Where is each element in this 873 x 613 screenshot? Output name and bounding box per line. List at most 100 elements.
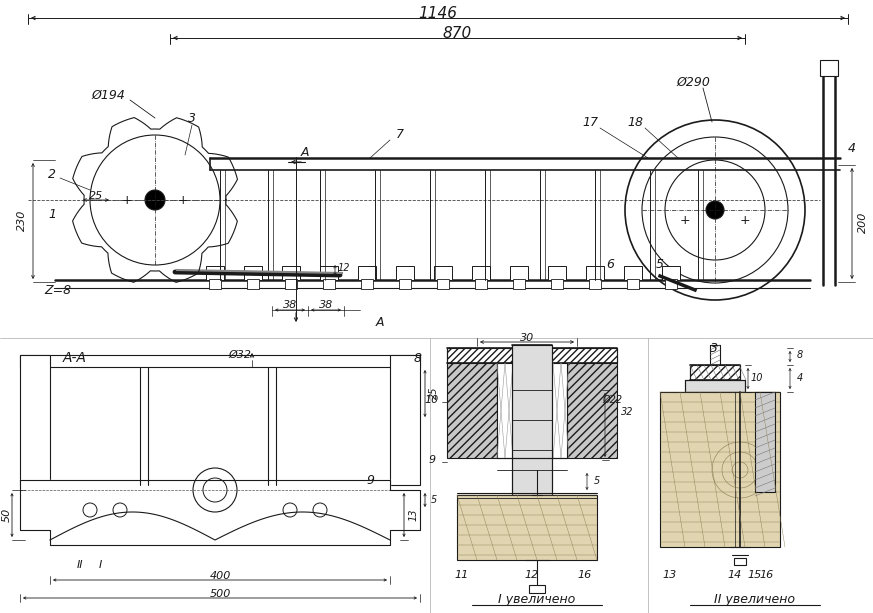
Text: 5: 5 [431, 495, 437, 505]
Text: II: II [77, 560, 83, 570]
Bar [206, 266, 224, 280]
Bar [20, 355, 420, 367]
Bar [624, 266, 642, 280]
Text: 10: 10 [751, 373, 763, 383]
Text: 9: 9 [429, 455, 436, 465]
Text: 4: 4 [797, 373, 803, 383]
Text: 1: 1 [48, 208, 56, 221]
Bar [551, 279, 563, 289]
Text: Ø194: Ø194 [91, 88, 125, 102]
Bar [567, 363, 617, 458]
Text: 18: 18 [627, 115, 643, 129]
Bar [685, 380, 745, 392]
Text: 32: 32 [621, 407, 633, 417]
Text: +: + [121, 194, 133, 207]
Bar [20, 355, 50, 485]
Text: II увеличено: II увеличено [714, 593, 795, 606]
Bar [396, 266, 414, 280]
Text: 25: 25 [429, 387, 439, 399]
Bar [512, 345, 552, 535]
Text: A-A: A-A [63, 351, 87, 365]
Bar [497, 363, 567, 458]
Circle shape [145, 190, 165, 210]
Text: 13: 13 [409, 509, 419, 521]
Text: 3: 3 [188, 112, 196, 124]
Text: 870: 870 [443, 26, 471, 42]
Text: 38: 38 [283, 300, 297, 310]
Text: 5: 5 [656, 259, 664, 272]
Text: 230: 230 [17, 209, 27, 230]
Bar [548, 266, 566, 280]
Bar [390, 355, 420, 485]
Text: 4: 4 [848, 142, 856, 154]
Bar [734, 558, 746, 565]
Text: +: + [739, 213, 750, 226]
Text: 8: 8 [797, 350, 803, 360]
Bar [399, 279, 411, 289]
Bar [472, 266, 490, 280]
Bar [247, 279, 259, 289]
Text: 25: 25 [89, 191, 103, 201]
Bar [475, 279, 487, 289]
Text: I: I [99, 560, 101, 570]
Bar [660, 392, 780, 547]
Bar [457, 495, 597, 560]
Bar [510, 266, 528, 280]
Text: 10: 10 [425, 395, 439, 405]
Text: Z=8: Z=8 [45, 283, 72, 297]
Text: A: A [375, 316, 384, 329]
Text: 200: 200 [858, 211, 868, 233]
Text: 17: 17 [582, 115, 598, 129]
Text: 7: 7 [396, 129, 404, 142]
Text: 3: 3 [710, 341, 718, 354]
Bar [447, 363, 497, 458]
Bar [513, 279, 525, 289]
Text: 400: 400 [210, 571, 230, 581]
Text: 1146: 1146 [418, 7, 457, 21]
Text: 15: 15 [748, 570, 762, 580]
Bar [665, 279, 677, 289]
Polygon shape [20, 480, 420, 545]
Text: 2: 2 [48, 169, 56, 181]
Text: 500: 500 [210, 589, 230, 599]
Bar [361, 279, 373, 289]
Bar [209, 279, 221, 289]
Bar [529, 585, 545, 593]
Bar [662, 266, 680, 280]
Text: 16: 16 [578, 570, 592, 580]
Bar [690, 365, 740, 380]
Bar [586, 266, 604, 280]
Text: 9: 9 [366, 473, 374, 487]
Text: +: + [680, 213, 691, 226]
Bar [244, 266, 262, 280]
Text: +: + [178, 194, 189, 207]
Text: A: A [301, 145, 309, 159]
Text: 16: 16 [760, 570, 774, 580]
Bar [447, 348, 617, 363]
Text: 30: 30 [520, 333, 534, 343]
Text: 14: 14 [728, 570, 742, 580]
Bar [358, 266, 376, 280]
Text: 38: 38 [319, 300, 333, 310]
Bar [589, 279, 601, 289]
Text: Ø290: Ø290 [676, 75, 710, 88]
Bar [323, 279, 335, 289]
Text: 12: 12 [338, 263, 350, 273]
Text: Ø32: Ø32 [229, 350, 251, 360]
Text: 13: 13 [663, 570, 677, 580]
Bar [627, 279, 639, 289]
Bar [282, 266, 300, 280]
Text: 6: 6 [606, 259, 614, 272]
Text: I увеличено: I увеличено [498, 593, 575, 606]
Bar [434, 266, 452, 280]
Circle shape [706, 201, 724, 219]
Text: Ø22: Ø22 [602, 395, 622, 405]
Text: 12: 12 [525, 570, 540, 580]
Text: 11: 11 [455, 570, 469, 580]
Text: 5: 5 [594, 476, 600, 486]
Bar [320, 266, 338, 280]
Bar [437, 279, 449, 289]
Bar [285, 279, 297, 289]
Bar [820, 60, 838, 76]
Text: 8: 8 [414, 351, 422, 365]
